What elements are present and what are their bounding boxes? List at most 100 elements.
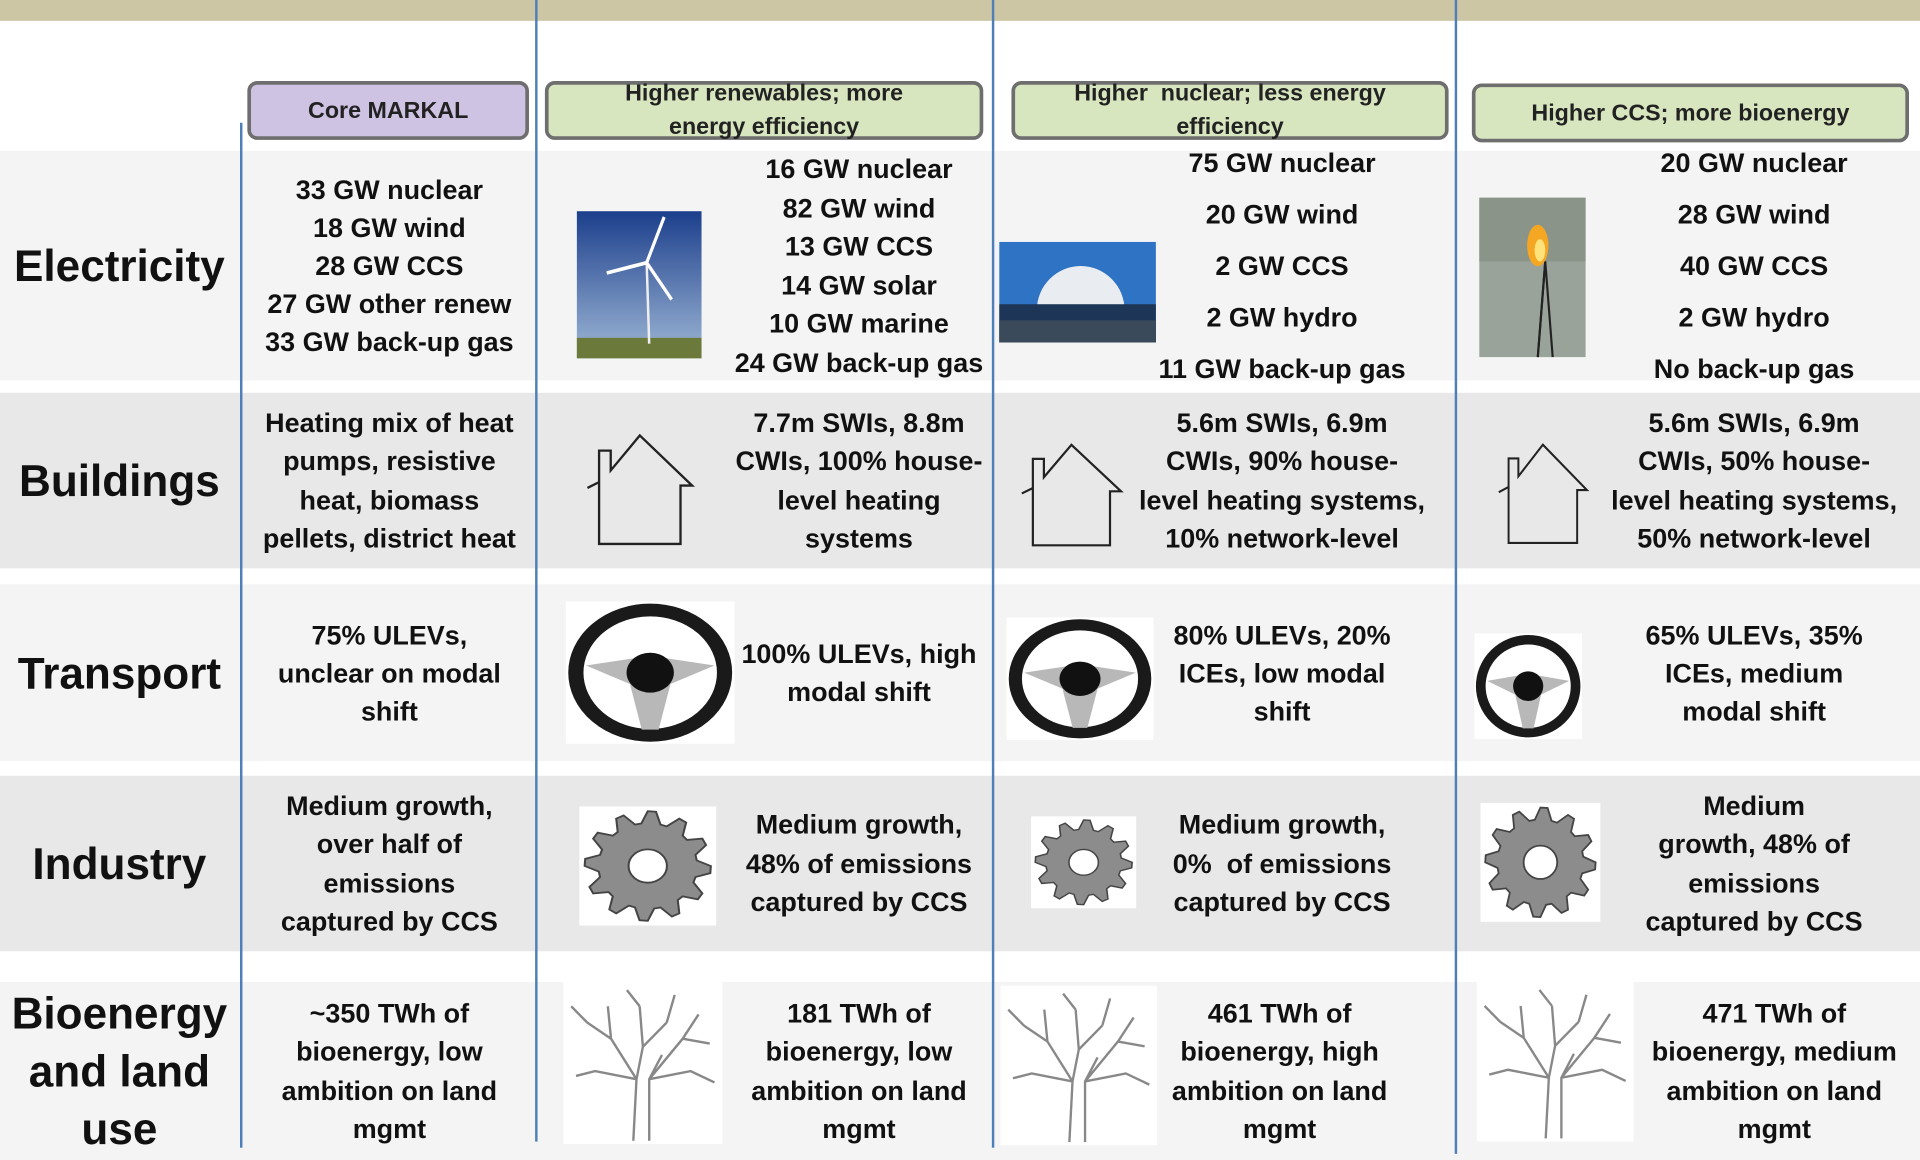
cell-line: 100% ULEVs, high bbox=[741, 635, 976, 673]
cell-line: 16 GW nuclear bbox=[765, 150, 952, 189]
cell-line: captured by CCS bbox=[1174, 883, 1391, 922]
page: Core MARKAL Higher renewables; more energ… bbox=[0, 0, 1920, 1160]
row-label: Industry bbox=[0, 776, 239, 952]
cell-line: 28 GW CCS bbox=[315, 247, 463, 285]
flare-icon bbox=[1479, 198, 1586, 358]
cell-line: ~350 TWh of bbox=[310, 994, 469, 1033]
cell-line: bioenergy, low bbox=[296, 1032, 483, 1071]
cell-line: Medium bbox=[1703, 786, 1805, 825]
cell-line: 5.6m SWIs, 6.9m bbox=[1649, 403, 1860, 442]
cell-line: emissions bbox=[1688, 864, 1820, 903]
tree-icon bbox=[1477, 982, 1634, 1142]
row-label: Bioenergy and land use bbox=[0, 982, 239, 1160]
cell-line: over half of bbox=[317, 825, 462, 864]
cell-line: CWIs, 100% house- bbox=[735, 442, 982, 481]
column-header: Higher CCS; more bioenergy bbox=[1472, 83, 1909, 142]
house-icon bbox=[1494, 439, 1592, 545]
column-header: Core MARKAL bbox=[247, 81, 529, 140]
cell-line: bioenergy, high bbox=[1180, 1032, 1379, 1071]
cell: Medium growth,over half ofemissionscaptu… bbox=[245, 776, 534, 952]
cell: 75 GW nuclear20 GW wind2 GW CCS2 GW hydr… bbox=[1129, 151, 1435, 381]
cell-line: 28 GW wind bbox=[1678, 188, 1831, 240]
cell-line: 80% ULEVs, 20% bbox=[1173, 616, 1390, 654]
cell-line: shift bbox=[361, 692, 418, 730]
cell-line: Medium growth, bbox=[756, 806, 963, 845]
cell-line: ICEs, low modal bbox=[1179, 654, 1386, 692]
cell-line: 0% of emissions bbox=[1173, 844, 1392, 883]
cell-line: 5.6m SWIs, 6.9m bbox=[1176, 403, 1387, 442]
column-divider bbox=[535, 0, 537, 1142]
dome-icon bbox=[999, 242, 1156, 343]
cell-line: unclear on modal bbox=[278, 654, 501, 692]
cell-line: CWIs, 90% house- bbox=[1166, 442, 1398, 481]
cell-line: 13 GW CCS bbox=[785, 227, 933, 266]
cell-line: 10 GW marine bbox=[769, 304, 949, 343]
cell: 7.7m SWIs, 8.8mCWIs, 100% house-level he… bbox=[729, 393, 990, 569]
cell-line: 24 GW back-up gas bbox=[735, 343, 984, 382]
cell-line: 50% network-level bbox=[1637, 519, 1871, 558]
cell-line: bioenergy, low bbox=[766, 1032, 953, 1071]
gear-icon bbox=[1480, 803, 1600, 922]
wheel-icon bbox=[1007, 617, 1154, 740]
cell-line: mgmt bbox=[822, 1110, 895, 1149]
gear-icon bbox=[1031, 816, 1136, 908]
cell-line: captured by CCS bbox=[281, 902, 498, 941]
cell-line: mgmt bbox=[353, 1110, 426, 1149]
cell-line: mgmt bbox=[1738, 1110, 1811, 1149]
cell-line: level heating systems, bbox=[1139, 481, 1425, 520]
cell-line: Medium growth, bbox=[1179, 806, 1386, 845]
cell-line: 40 GW CCS bbox=[1680, 240, 1828, 292]
cell-line: level heating systems, bbox=[1611, 481, 1897, 520]
cell-line: 11 GW back-up gas bbox=[1159, 343, 1406, 395]
cell-line: bioenergy, medium bbox=[1652, 1032, 1897, 1071]
row-label: Electricity bbox=[0, 151, 239, 381]
cell-line: shift bbox=[1254, 692, 1311, 730]
cell-line: mgmt bbox=[1243, 1110, 1316, 1149]
cell-line: captured by CCS bbox=[750, 883, 967, 922]
top-bar bbox=[0, 0, 1920, 21]
cell-line: No back-up gas bbox=[1654, 343, 1855, 395]
slide: Core MARKAL Higher renewables; more energ… bbox=[0, 0, 1920, 1160]
cell-line: Heating mix of heat bbox=[265, 403, 513, 442]
cell-line: heat, biomass bbox=[300, 481, 480, 520]
column-header: Higher renewables; more energy efficienc… bbox=[545, 81, 983, 140]
cell-line: 75 GW nuclear bbox=[1188, 137, 1375, 189]
cell: 65% ULEVs, 35%ICEs, mediummodal shift bbox=[1598, 584, 1910, 761]
cell-line: 18 GW wind bbox=[313, 209, 466, 247]
cell-line: 7.7m SWIs, 8.8m bbox=[753, 403, 964, 442]
cell-line: 2 GW hydro bbox=[1679, 292, 1830, 344]
column-header: Higher nuclear; less energy efficiency bbox=[1011, 81, 1448, 140]
row-label: Buildings bbox=[0, 393, 239, 569]
cell-line: 10% network-level bbox=[1165, 519, 1399, 558]
cell-line: ambition on land bbox=[282, 1071, 498, 1110]
house-icon bbox=[582, 430, 698, 547]
cell-line: pumps, resistive bbox=[283, 442, 496, 481]
cell-line: 33 GW back-up gas bbox=[265, 323, 514, 361]
house-icon bbox=[1016, 439, 1126, 547]
cell-line: 181 TWh of bbox=[787, 994, 931, 1033]
tree-icon bbox=[1000, 986, 1157, 1146]
cell-line: Medium growth, bbox=[286, 786, 493, 825]
column-divider bbox=[240, 123, 242, 1148]
turbine-icon bbox=[577, 211, 702, 358]
cell-line: 65% ULEVs, 35% bbox=[1646, 616, 1863, 654]
cell-line: 2 GW hydro bbox=[1206, 292, 1357, 344]
cell-line: pellets, district heat bbox=[263, 519, 516, 558]
cell-line: 48% of emissions bbox=[746, 844, 972, 883]
wheel-icon bbox=[566, 601, 735, 743]
row-label: Transport bbox=[0, 584, 239, 761]
cell-line: 461 TWh of bbox=[1208, 994, 1352, 1033]
cell-line: 33 GW nuclear bbox=[296, 171, 483, 209]
cell-line: 471 TWh of bbox=[1702, 994, 1846, 1033]
cell-line: ambition on land bbox=[751, 1071, 967, 1110]
cell-line: 20 GW nuclear bbox=[1661, 137, 1848, 189]
